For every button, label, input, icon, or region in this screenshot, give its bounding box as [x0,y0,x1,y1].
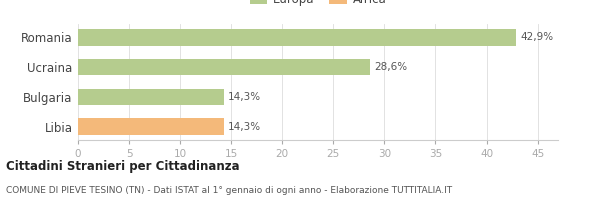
Text: 14,3%: 14,3% [228,122,261,132]
Bar [78,118,224,135]
Text: Cittadini Stranieri per Cittadinanza: Cittadini Stranieri per Cittadinanza [6,160,239,173]
Bar [78,89,224,105]
Text: COMUNE DI PIEVE TESINO (TN) - Dati ISTAT al 1° gennaio di ogni anno - Elaborazio: COMUNE DI PIEVE TESINO (TN) - Dati ISTAT… [6,186,452,195]
Text: 14,3%: 14,3% [228,92,261,102]
Bar [78,29,516,46]
Text: 42,9%: 42,9% [520,32,553,42]
Legend: Europa, Africa: Europa, Africa [250,0,386,6]
Text: 28,6%: 28,6% [374,62,407,72]
Bar [78,59,370,75]
